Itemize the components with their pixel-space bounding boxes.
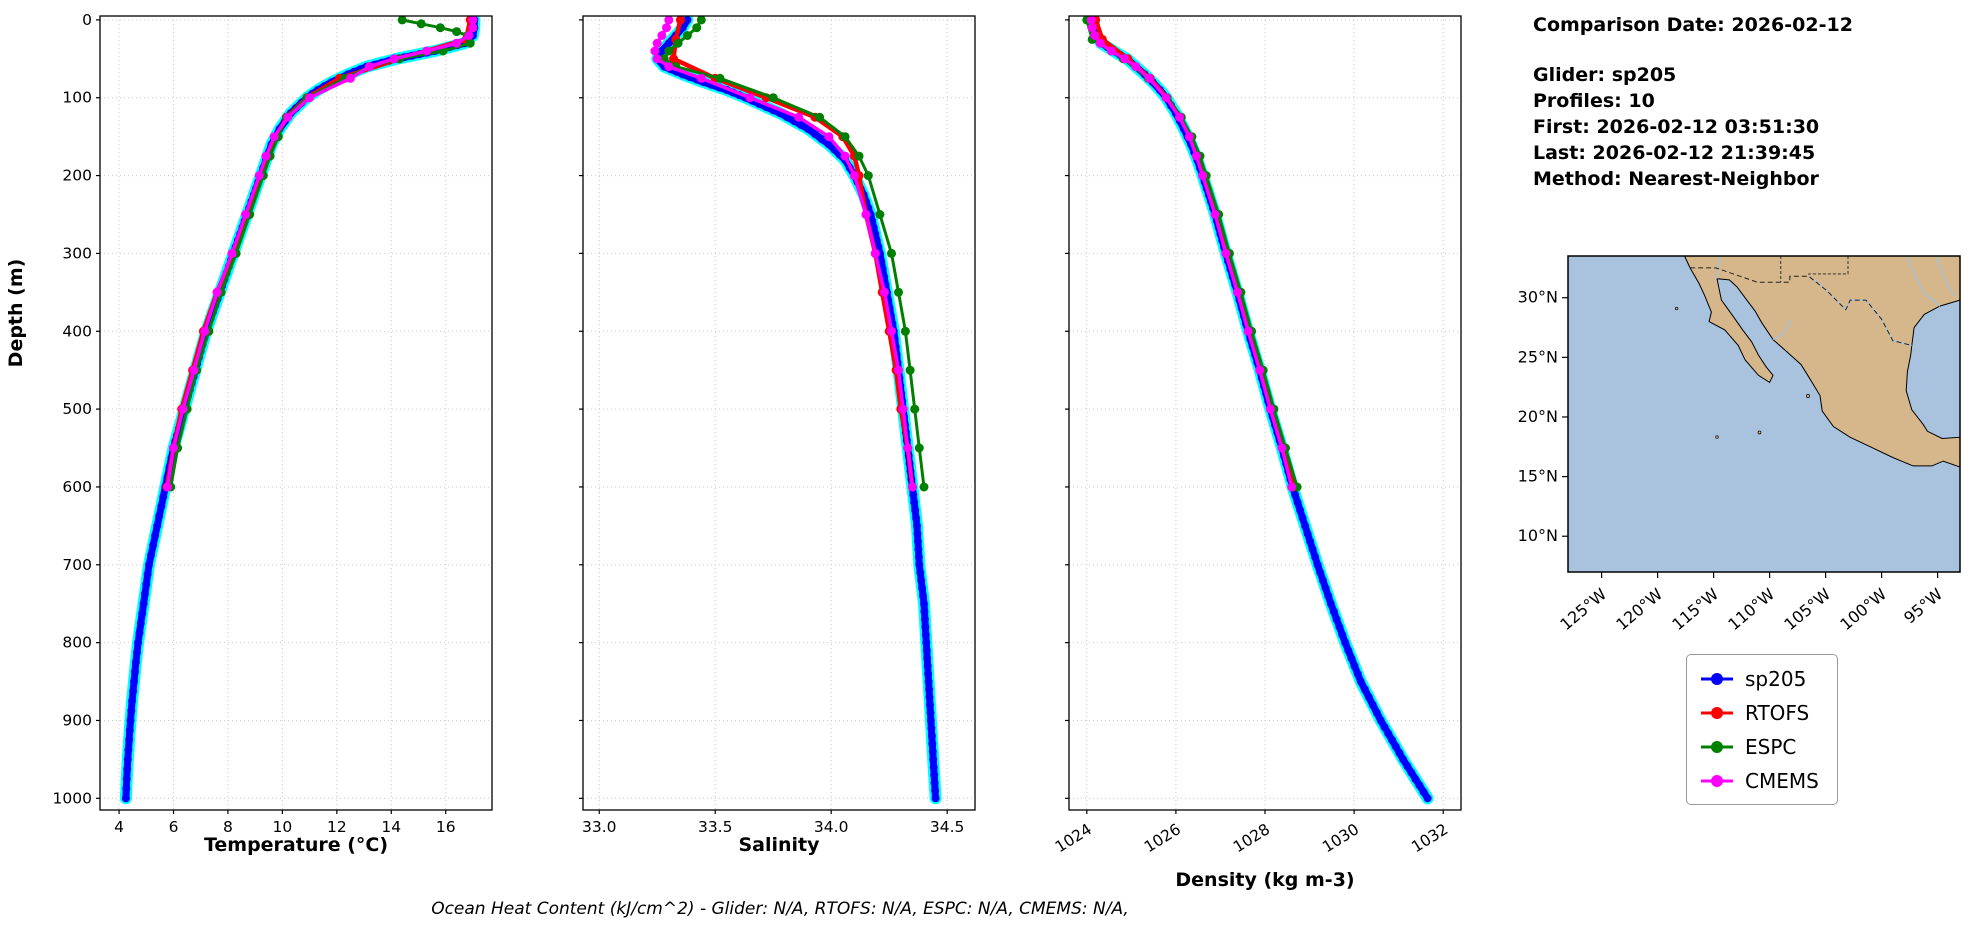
svg-text:12: 12 [327, 818, 347, 836]
svg-text:1000: 1000 [53, 789, 92, 807]
map-lat-label: 30°N [1518, 288, 1558, 307]
legend-item-sp205: sp205 [1699, 663, 1819, 694]
legend-label: ESPC [1745, 734, 1797, 759]
profiles-count-text: Profiles: 10 [1533, 90, 1655, 112]
info-gap [1533, 38, 1853, 62]
series-CMEMS [163, 16, 478, 492]
svg-text:34.0: 34.0 [814, 818, 849, 836]
first-profile-time-text: First: 2026-02-12 03:51:30 [1533, 116, 1820, 138]
legend-line-dot-marker [1701, 740, 1733, 753]
x-axis-label: Temperature (°C) [204, 834, 388, 856]
svg-text:0: 0 [82, 11, 92, 29]
island-tres-marias [1806, 394, 1810, 398]
svg-text:10: 10 [273, 818, 293, 836]
tick-marks [579, 19, 948, 814]
legend-label: sp205 [1745, 666, 1807, 691]
svg-text:500: 500 [62, 400, 92, 418]
svg-text:1028: 1028 [1230, 820, 1273, 856]
river-colorado [1716, 255, 1720, 279]
svg-text:33.5: 33.5 [698, 818, 733, 836]
svg-text:4: 4 [114, 818, 124, 836]
river-mexico-1 [1772, 319, 1793, 341]
svg-text:800: 800 [62, 634, 92, 652]
state-border-nm-tx [1808, 256, 1849, 277]
map-islands [1674, 306, 1810, 439]
svg-text:400: 400 [62, 322, 92, 340]
svg-text:6: 6 [169, 818, 179, 836]
map-lat-label: 20°N [1518, 407, 1558, 426]
gridlines [100, 16, 492, 810]
river-texas-2 [1935, 255, 1955, 297]
river-texas-1 [1906, 255, 1941, 307]
map-lon-label: 100°W [1836, 584, 1890, 634]
series-CMEMS [650, 16, 917, 492]
island-clarion [1715, 435, 1719, 439]
chart-2: 1024 1026 1028 1030 1032 Density (kg m-3) [1052, 15, 1462, 891]
x-axis-label: Density (kg m-3) [1175, 869, 1354, 891]
map-lon-label: 120°W [1612, 584, 1666, 634]
island-socorro [1757, 430, 1762, 435]
legend-line-dot-marker [1701, 774, 1733, 787]
map-lat-label: 15°N [1518, 467, 1558, 486]
map-lat-label: 25°N [1518, 347, 1558, 366]
legend: sp205 RTOFS ESPC CMEMS [1686, 654, 1838, 805]
last-profile-time-text: Last: 2026-02-12 21:39:45 [1533, 142, 1816, 164]
method-text: Method: Nearest-Neighbor [1533, 168, 1819, 190]
svg-text:700: 700 [62, 556, 92, 574]
map-lon-label: 110°W [1724, 584, 1778, 634]
map-lon-label: 125°W [1556, 584, 1610, 634]
map-lon-label: 105°W [1780, 584, 1834, 634]
glider-name-text: Glider: sp205 [1533, 64, 1677, 86]
map-land-mexico [1683, 255, 1961, 468]
depth-axis-label: Depth (m) [5, 259, 27, 368]
legend-line-dot-marker [1701, 672, 1733, 685]
series-ESPC [659, 16, 929, 492]
legend-item-espc: ESPC [1699, 731, 1819, 762]
tick-labels: 33.0 33.5 34.0 34.5 [582, 818, 964, 836]
island-guadalupe [1674, 306, 1679, 311]
tick-marks [96, 19, 447, 814]
map-frame [1567, 255, 1961, 573]
svg-text:100: 100 [62, 89, 92, 107]
svg-text:16: 16 [436, 818, 456, 836]
tick-labels: 1024 1026 1028 1030 1032 [1052, 820, 1451, 856]
location-map: 30°N 25°N 20°N 15°N 10°N 125°W 120°W 115°W 110°W… [1518, 255, 1961, 634]
svg-text:1032: 1032 [1408, 820, 1451, 856]
svg-text:200: 200 [62, 167, 92, 185]
map-lat-label: 10°N [1518, 526, 1558, 545]
legend-label: CMEMS [1745, 768, 1819, 793]
chart-1: 33.0 33.5 34.0 34.5 Salinity [579, 15, 976, 856]
comparison-date-text: Comparison Date: 2026-02-12 [1533, 14, 1853, 36]
map-borders [1690, 256, 1912, 346]
map-lon-label: 115°W [1668, 584, 1722, 634]
svg-text:900: 900 [62, 711, 92, 729]
map-lon-label: 95°W [1900, 584, 1946, 627]
legend-label: RTOFS [1745, 700, 1810, 725]
legend-line-dot-marker [1701, 706, 1733, 719]
svg-text:1024: 1024 [1052, 820, 1095, 856]
legend-item-rtofs: RTOFS [1699, 697, 1819, 728]
svg-text:1030: 1030 [1319, 820, 1362, 856]
legend-item-cmems: CMEMS [1699, 765, 1819, 796]
svg-text:1026: 1026 [1141, 820, 1184, 856]
svg-text:14: 14 [381, 818, 401, 836]
svg-text:34.5: 34.5 [930, 818, 965, 836]
chart-0: 4 6 8 10 12 14 16 0 100 200 300 400 500 600 700 800 900 1… [53, 11, 493, 856]
svg-text:8: 8 [223, 818, 233, 836]
svg-text:300: 300 [62, 244, 92, 262]
svg-text:33.0: 33.0 [582, 818, 617, 836]
x-axis-label: Salinity [738, 834, 820, 856]
series-CMEMS [1086, 16, 1297, 492]
svg-text:600: 600 [62, 478, 92, 496]
us-mexico-border [1690, 267, 1912, 346]
tick-labels: 4 6 8 10 12 14 16 0 100 200 300 400 500 600 700 800 900 1… [53, 11, 456, 836]
info-block: Comparison Date: 2026-02-12 Glider: sp20… [1533, 12, 1853, 192]
tick-marks [1065, 19, 1444, 814]
ocean-heat-content-note: Ocean Heat Content (kJ/cm^2) - Glider: N… [431, 899, 1129, 919]
